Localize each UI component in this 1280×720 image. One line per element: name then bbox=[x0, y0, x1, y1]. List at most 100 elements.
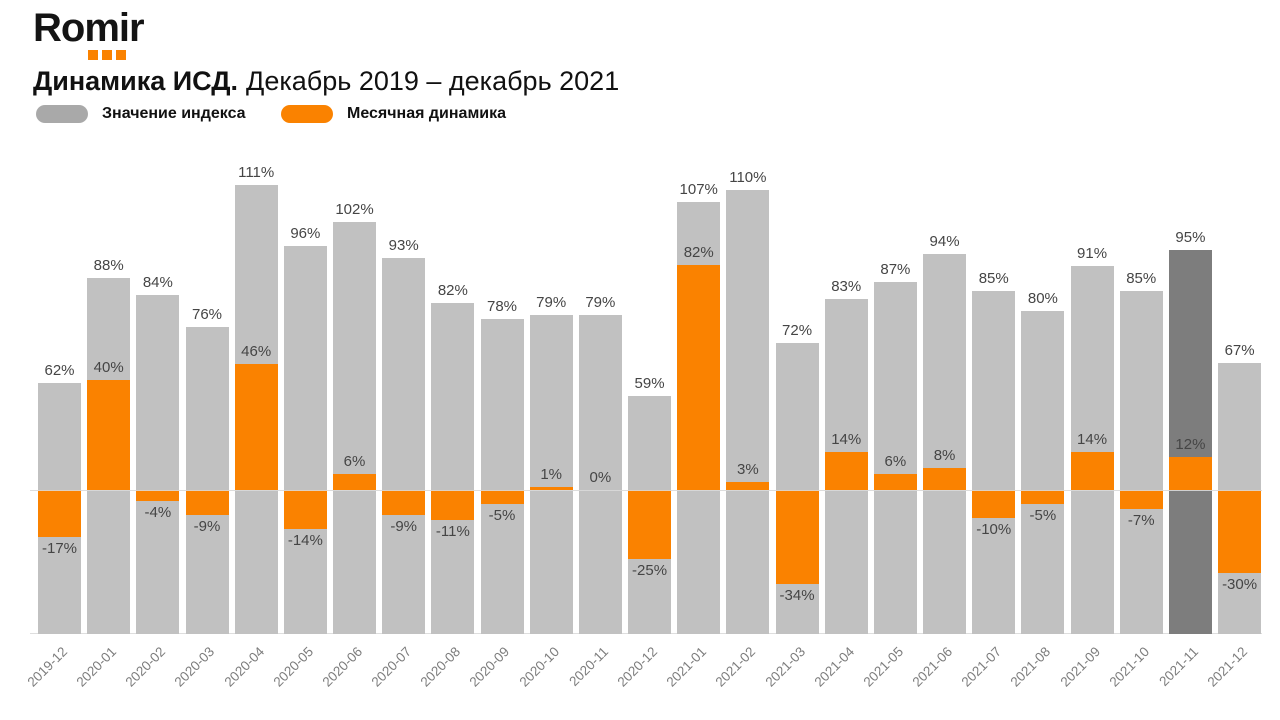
x-tick-label: 2020-03 bbox=[171, 644, 218, 690]
dynamics-bar bbox=[677, 264, 721, 490]
x-tick-label: 2020-05 bbox=[270, 644, 316, 690]
title-bold: Динамика ИСД. bbox=[33, 66, 239, 96]
dynamics-value-label: -5% bbox=[1029, 506, 1057, 524]
dynamics-bar bbox=[283, 490, 327, 529]
index-bar bbox=[1119, 290, 1163, 634]
logo-dots bbox=[88, 50, 126, 60]
dynamics-bar bbox=[775, 490, 819, 584]
dynamics-bar bbox=[628, 490, 672, 559]
dynamics-value-label: 12% bbox=[1175, 436, 1206, 453]
dynamics-bar bbox=[431, 490, 475, 521]
index-value-label: 111% bbox=[238, 164, 275, 182]
index-bar bbox=[1168, 250, 1212, 634]
index-bar bbox=[873, 282, 917, 634]
dynamics-bar bbox=[1168, 457, 1212, 490]
index-value-label: 67% bbox=[1224, 342, 1255, 360]
x-tick-label: 2021-05 bbox=[860, 644, 906, 690]
page-title: Динамика ИСД. Декабрь 2019 – декабрь 2021 bbox=[33, 66, 619, 97]
dynamics-bar bbox=[234, 363, 278, 490]
dynamics-value-label: -10% bbox=[976, 520, 1012, 538]
index-bar bbox=[431, 302, 475, 634]
x-tick-label: 2020-12 bbox=[614, 644, 661, 690]
dynamics-value-label: 14% bbox=[831, 430, 862, 448]
legend-item-monthly: Месячная динамика bbox=[281, 105, 506, 123]
dynamics-bar bbox=[1119, 490, 1163, 510]
index-value-label: 93% bbox=[388, 237, 419, 255]
zero-line bbox=[30, 490, 1262, 491]
x-tick-label: 2021-04 bbox=[811, 644, 857, 690]
dynamics-value-label: -9% bbox=[193, 517, 221, 535]
logo-text: Romir bbox=[33, 6, 145, 50]
index-value-label: 91% bbox=[1077, 245, 1108, 263]
dynamics-value-label: 8% bbox=[933, 447, 956, 464]
x-tick-label: 2021-08 bbox=[1007, 644, 1054, 690]
index-bar bbox=[775, 343, 819, 634]
legend-item-index: Значение индекса bbox=[36, 105, 246, 123]
index-bar bbox=[382, 258, 426, 634]
romir-logo: Romir bbox=[33, 6, 145, 60]
dynamics-bar bbox=[38, 490, 81, 537]
index-value-label: 107% bbox=[679, 180, 718, 198]
index-value-label: 59% bbox=[634, 374, 665, 392]
index-bar bbox=[480, 318, 524, 634]
dynamics-value-label: -30% bbox=[1222, 575, 1258, 593]
index-bar bbox=[726, 189, 770, 634]
logo-dot bbox=[102, 50, 112, 60]
dynamics-value-label: 1% bbox=[540, 466, 563, 484]
x-tick-label: 2020-11 bbox=[566, 644, 611, 689]
dynamics-value-label: -14% bbox=[287, 531, 323, 549]
index-value-label: 79% bbox=[585, 293, 616, 311]
x-tick-label: 2021-11 bbox=[1156, 644, 1202, 689]
x-tick-label: 2021-06 bbox=[909, 644, 956, 690]
dynamics-bar bbox=[136, 490, 180, 501]
dynamics-value-label: 6% bbox=[343, 452, 366, 470]
dynamics-bar bbox=[726, 481, 770, 490]
dynamics-value-label: -4% bbox=[144, 504, 172, 521]
x-tick-label: 2020-06 bbox=[319, 644, 366, 690]
dynamics-bar bbox=[972, 490, 1016, 518]
dynamics-bar bbox=[1218, 490, 1262, 573]
index-bar bbox=[972, 290, 1016, 634]
index-value-label: 94% bbox=[929, 233, 960, 251]
x-tick-label: 2020-08 bbox=[417, 644, 464, 690]
dynamics-bar bbox=[480, 490, 524, 504]
x-tick-label: 2021-02 bbox=[712, 644, 759, 690]
dynamics-bar bbox=[529, 487, 573, 490]
index-value-label: 83% bbox=[831, 277, 862, 295]
index-value-label: 62% bbox=[44, 362, 75, 380]
index-value-label: 78% bbox=[487, 297, 518, 315]
index-value-label: 88% bbox=[93, 257, 124, 275]
x-tick-label: 2020-09 bbox=[466, 644, 513, 690]
x-tick-label: 2019-12 bbox=[24, 644, 71, 690]
logo-dot bbox=[116, 50, 126, 60]
index-bar bbox=[529, 314, 573, 634]
dynamics-bar bbox=[185, 490, 229, 515]
dynamics-value-label: 0% bbox=[589, 469, 612, 486]
dynamics-bar bbox=[1070, 451, 1114, 490]
dynamics-value-label: -17% bbox=[41, 539, 78, 557]
logo-dot bbox=[88, 50, 98, 60]
index-value-label: 85% bbox=[978, 269, 1009, 287]
dynamics-bar bbox=[923, 468, 967, 490]
index-value-label: 96% bbox=[290, 225, 321, 243]
dynamics-value-label: -11% bbox=[435, 523, 470, 541]
dynamics-value-label: 14% bbox=[1077, 430, 1108, 448]
index-legend-swatch bbox=[36, 105, 88, 123]
monthly-legend-swatch bbox=[281, 105, 333, 123]
dynamics-value-label: -25% bbox=[632, 561, 668, 579]
dynamics-value-label: 82% bbox=[683, 243, 714, 261]
dynamics-value-label: -7% bbox=[1127, 512, 1155, 530]
x-tick-label: 2020-02 bbox=[122, 644, 169, 690]
index-bar bbox=[578, 314, 622, 634]
x-tick-label: 2020-10 bbox=[516, 644, 562, 690]
index-value-label: 110% bbox=[729, 168, 767, 186]
index-value-label: 85% bbox=[1126, 269, 1157, 287]
dynamics-value-label: 6% bbox=[884, 452, 907, 470]
x-tick-label: 2021-03 bbox=[762, 644, 808, 690]
dynamics-bar bbox=[87, 380, 131, 490]
dynamics-bar bbox=[1021, 490, 1065, 504]
index-value-label: 84% bbox=[142, 273, 173, 291]
legend: Значение индекса Месячная динамика bbox=[0, 105, 1280, 129]
x-tick-label: 2021-09 bbox=[1057, 644, 1103, 690]
